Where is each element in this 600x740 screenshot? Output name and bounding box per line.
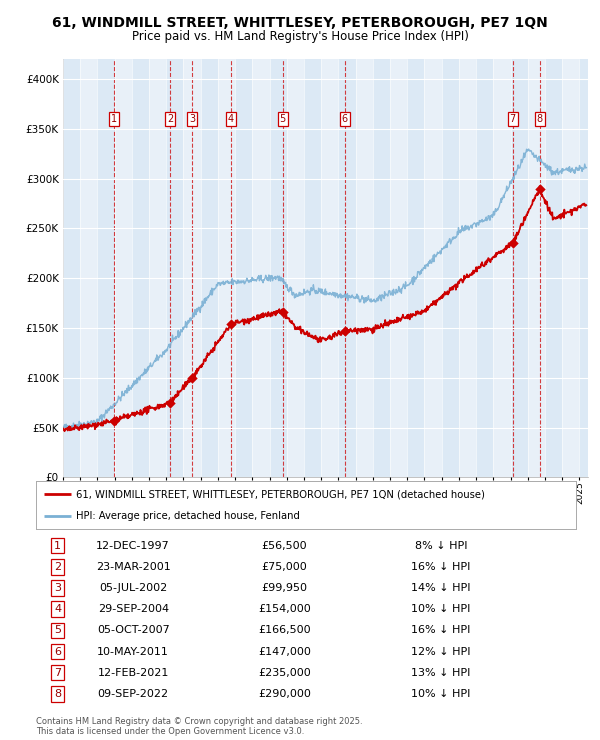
Bar (269, 59, 287, 477)
Text: 8: 8 (536, 114, 542, 124)
Text: 4: 4 (228, 114, 234, 124)
Text: 12-DEC-1997: 12-DEC-1997 (97, 541, 170, 551)
Bar (528, 59, 545, 477)
Text: 12-FEB-2021: 12-FEB-2021 (98, 667, 169, 678)
Text: £56,500: £56,500 (262, 541, 307, 551)
Text: 8: 8 (54, 689, 61, 699)
Text: 6: 6 (341, 114, 347, 124)
Text: 3: 3 (54, 583, 61, 593)
Point (535, 183, 544, 195)
Bar (321, 59, 338, 477)
Text: £235,000: £235,000 (258, 667, 311, 678)
Bar (511, 59, 528, 477)
Bar (132, 59, 149, 477)
Bar (63, 59, 80, 477)
Point (109, 415, 119, 427)
Text: 23-MAR-2001: 23-MAR-2001 (96, 562, 170, 572)
Point (340, 325, 349, 337)
Text: 29-SEP-2004: 29-SEP-2004 (98, 604, 169, 614)
Text: 2: 2 (167, 114, 173, 124)
Bar (476, 59, 493, 477)
Text: 09-SEP-2022: 09-SEP-2022 (98, 689, 169, 699)
Bar (407, 59, 424, 477)
Bar (545, 59, 562, 477)
Bar (562, 59, 580, 477)
Text: 16% ↓ HPI: 16% ↓ HPI (412, 562, 470, 572)
Text: 10% ↓ HPI: 10% ↓ HPI (412, 689, 470, 699)
Text: 10% ↓ HPI: 10% ↓ HPI (412, 604, 470, 614)
Text: 5: 5 (54, 625, 61, 636)
Text: 05-JUL-2002: 05-JUL-2002 (99, 583, 167, 593)
Bar (115, 59, 132, 477)
Bar (149, 59, 166, 477)
Text: 13% ↓ HPI: 13% ↓ HPI (412, 667, 470, 678)
Bar (201, 59, 218, 477)
Text: £166,500: £166,500 (258, 625, 311, 636)
Text: Price paid vs. HM Land Registry's House Price Index (HPI): Price paid vs. HM Land Registry's House … (131, 30, 469, 43)
Text: 14% ↓ HPI: 14% ↓ HPI (411, 583, 471, 593)
Bar (356, 59, 373, 477)
Text: £75,000: £75,000 (262, 562, 307, 572)
Text: 1: 1 (111, 114, 117, 124)
Bar (338, 59, 356, 477)
Text: 5: 5 (280, 114, 286, 124)
Point (226, 318, 236, 330)
Text: £290,000: £290,000 (258, 689, 311, 699)
Text: 61, WINDMILL STREET, WHITTLESEY, PETERBOROUGH, PE7 1QN (detached house): 61, WINDMILL STREET, WHITTLESEY, PETERBO… (77, 489, 485, 500)
Text: £99,950: £99,950 (262, 583, 307, 593)
Text: 8% ↓ HPI: 8% ↓ HPI (415, 541, 467, 551)
Bar (304, 59, 321, 477)
Point (508, 238, 517, 249)
Bar (580, 59, 596, 477)
Text: £147,000: £147,000 (258, 647, 311, 656)
Bar (390, 59, 407, 477)
Point (166, 397, 175, 408)
Text: 10-MAY-2011: 10-MAY-2011 (97, 647, 169, 656)
Text: 12% ↓ HPI: 12% ↓ HPI (411, 647, 471, 656)
Text: 61, WINDMILL STREET, WHITTLESEY, PETERBOROUGH, PE7 1QN: 61, WINDMILL STREET, WHITTLESEY, PETERBO… (52, 16, 548, 30)
Text: 2: 2 (54, 562, 61, 572)
Bar (166, 59, 184, 477)
Text: 4: 4 (54, 604, 61, 614)
Bar (184, 59, 201, 477)
Bar (287, 59, 304, 477)
Bar (80, 59, 97, 477)
Bar (493, 59, 511, 477)
Text: 1: 1 (54, 541, 61, 551)
Point (278, 306, 287, 317)
Text: Contains HM Land Registry data © Crown copyright and database right 2025.
This d: Contains HM Land Registry data © Crown c… (36, 717, 362, 736)
Bar (97, 59, 115, 477)
Text: HPI: Average price, detached house, Fenland: HPI: Average price, detached house, Fenl… (77, 511, 301, 521)
Text: 6: 6 (54, 647, 61, 656)
Text: £154,000: £154,000 (258, 604, 311, 614)
Text: 16% ↓ HPI: 16% ↓ HPI (412, 625, 470, 636)
Bar (235, 59, 253, 477)
Bar (424, 59, 442, 477)
Bar (218, 59, 235, 477)
Text: 7: 7 (509, 114, 516, 124)
Text: 7: 7 (54, 667, 61, 678)
Bar (373, 59, 390, 477)
Bar (442, 59, 459, 477)
Text: 05-OCT-2007: 05-OCT-2007 (97, 625, 170, 636)
Point (187, 372, 197, 384)
Text: 3: 3 (189, 114, 196, 124)
Bar (459, 59, 476, 477)
Bar (253, 59, 269, 477)
